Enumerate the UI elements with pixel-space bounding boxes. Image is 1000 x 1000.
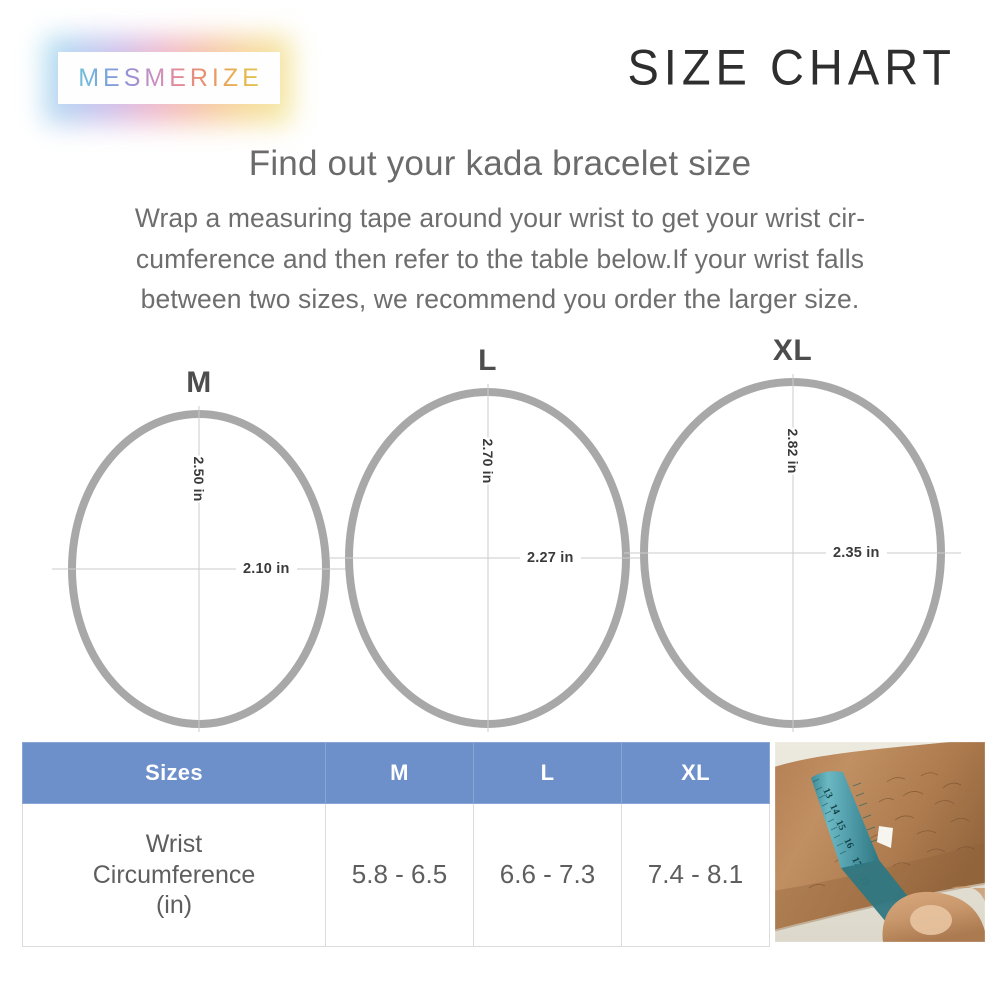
wrist-measurement-photo: 13 14 15 16 17 18 <box>775 742 985 942</box>
row-label-wrist-circumference: Wrist Circumference (in) <box>22 803 326 947</box>
thumbnail <box>910 905 952 935</box>
oval-size-xl: XL 2.82 in 2.35 in <box>624 336 961 732</box>
oval-size-m: M 2.50 in 2.10 in <box>52 368 346 732</box>
table-header-l: L <box>473 742 622 804</box>
page-title: SIZE CHART <box>627 38 956 95</box>
table-row: Wrist Circumference (in) 5.8 - 6.5 6.6 -… <box>22 803 770 947</box>
intro-heading: Find out your kada bracelet size <box>248 144 752 183</box>
row-label-line-2: Circumference <box>92 860 256 889</box>
intro-line-2: cumference and then refer to the table b… <box>135 243 865 274</box>
intro-paragraph: Wrap a measuring tape around your wrist … <box>0 198 1000 319</box>
oval-width-label-m: 2.10 in <box>236 560 297 578</box>
oval-height-label-m: 2.50 in <box>188 455 210 503</box>
svg-text:13: 13 <box>820 786 834 800</box>
cell-wrist-xl: 7.4 - 8.1 <box>621 803 770 947</box>
crosshair-vertical-xl <box>792 374 793 732</box>
oval-height-label-l: 2.70 in <box>476 437 499 485</box>
oval-ring-l <box>345 388 630 728</box>
svg-text:15: 15 <box>833 818 847 832</box>
table-header-sizes: Sizes <box>22 742 326 804</box>
oval-size-l: L 2.70 in 2.27 in <box>329 346 646 732</box>
crosshair-vertical-l <box>487 384 488 732</box>
crosshair-horizontal-l <box>329 557 646 559</box>
row-label-line-1: Wrist <box>145 830 203 859</box>
table-header-xl: XL <box>621 742 770 804</box>
thumb <box>882 886 985 942</box>
oval-ring-m <box>68 410 330 728</box>
crosshair-vertical-m <box>198 406 200 732</box>
oval-height-label-xl: 2.82 in <box>781 427 804 475</box>
crosshair-horizontal-xl <box>624 552 961 554</box>
wrist-photo-illustration: 13 14 15 16 17 18 <box>775 742 985 942</box>
intro-block: Find out your kada bracelet size Wrap a … <box>0 143 1000 319</box>
intro-line-3: between two sizes, we recommend you orde… <box>140 283 860 314</box>
cell-wrist-m: 5.8 - 6.5 <box>325 803 474 947</box>
oval-width-label-xl: 2.35 in <box>826 544 887 562</box>
logo-text: MESMERIZE <box>75 64 263 93</box>
tape-marker-tab <box>877 826 893 848</box>
size-table-head: Sizes M L XL <box>22 742 770 804</box>
size-table: Sizes M L XL Wrist Circumference (in) 5.… <box>22 742 770 947</box>
oval-label-l: L <box>478 344 497 377</box>
cell-wrist-l: 6.6 - 7.3 <box>473 803 622 947</box>
oval-width-label-l: 2.27 in <box>520 549 581 567</box>
oval-ring-xl <box>640 378 945 728</box>
row-label-line-3: (in) <box>155 891 193 920</box>
svg-text:14: 14 <box>827 802 841 816</box>
logo-box: MESMERIZE <box>58 52 280 104</box>
crosshair-horizontal-m <box>52 568 346 570</box>
size-table-body: Wrist Circumference (in) 5.8 - 6.5 6.6 -… <box>22 803 770 947</box>
svg-text:16: 16 <box>841 836 855 850</box>
brand-logo: MESMERIZE <box>44 36 292 124</box>
intro-line-1: Wrap a measuring tape around your wrist … <box>134 203 866 234</box>
oval-label-m: M <box>186 366 212 399</box>
oval-label-xl: XL <box>772 334 813 367</box>
table-header-m: M <box>325 742 474 804</box>
table-header-row: Sizes M L XL <box>22 742 770 804</box>
